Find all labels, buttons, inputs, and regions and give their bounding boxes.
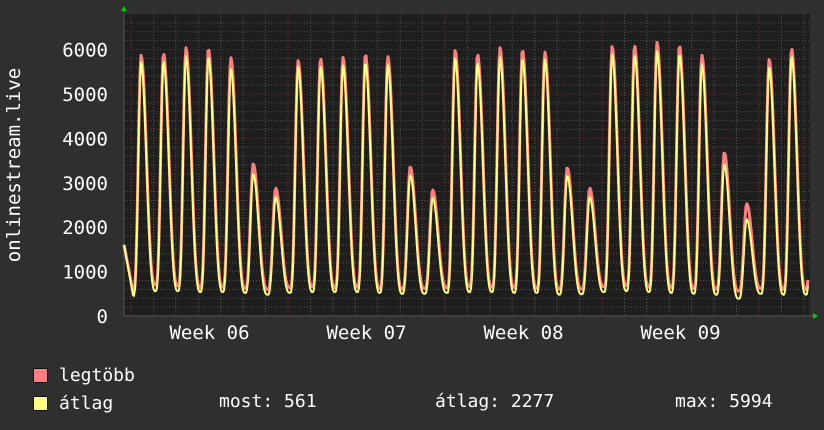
x-ticks: Week 06 Week 07 Week 08 Week 09 [169,322,720,344]
legend-label-avg: átlag [59,392,114,414]
y-tick-label: 6000 [62,40,108,62]
y-tick-label: 3000 [62,173,108,195]
stat-current: most: 561 [219,391,317,412]
x-tick-label: Week 06 [169,322,249,344]
y-tick-label: 0 [97,306,108,328]
y-ticks: 0 1000 2000 3000 4000 5000 6000 [62,40,108,328]
x-axis-arrow-icon [813,313,818,319]
legend-item-max: legtöbb [33,364,135,386]
x-tick-label: Week 09 [640,322,720,344]
x-tick-label: Week 08 [483,322,563,344]
y-tick-label: 4000 [62,128,108,150]
legend-swatch-max [33,367,48,383]
legend-swatch-avg [33,395,48,411]
y-axis-label: onlinestream.live [3,68,25,262]
series-line-avg [123,50,809,300]
stat-max: max: 5994 [675,391,773,412]
y-tick-label: 5000 [62,84,108,106]
legend-item-avg: átlag [33,392,114,414]
legend-label-max: legtöbb [59,364,135,386]
stat-average: átlag: 2277 [435,391,555,412]
y-tick-label: 1000 [62,262,108,284]
x-tick-label: Week 07 [326,322,406,344]
series-lines [122,40,810,300]
y-axis-arrow-icon [121,6,127,11]
y-tick-label: 2000 [62,217,108,239]
